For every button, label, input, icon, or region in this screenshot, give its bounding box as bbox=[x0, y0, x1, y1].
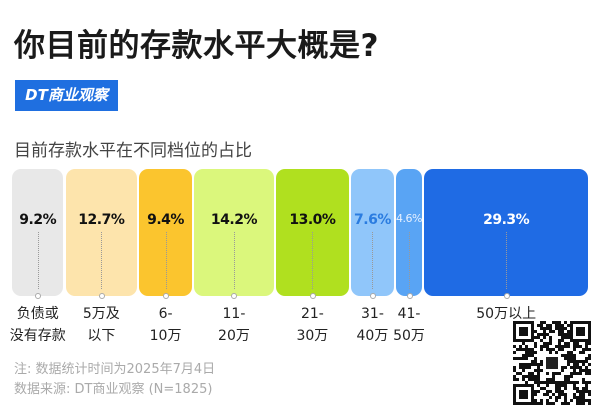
bar-segment bbox=[139, 169, 192, 296]
value-label: 14.2% bbox=[210, 212, 258, 228]
bar-segment bbox=[194, 169, 274, 296]
qr-code-icon bbox=[513, 321, 591, 405]
leader-dot bbox=[98, 293, 105, 299]
leader-dot bbox=[35, 293, 42, 299]
leader-dot bbox=[503, 293, 510, 299]
value-label: 29.3% bbox=[483, 212, 530, 228]
leader-line bbox=[165, 232, 167, 289]
value-label: 12.7% bbox=[78, 212, 125, 228]
leader-line bbox=[409, 232, 410, 289]
leader-dot bbox=[369, 293, 376, 299]
leader-dot bbox=[163, 293, 170, 299]
leader-line bbox=[101, 232, 103, 289]
value-label: 9.4% bbox=[147, 212, 184, 228]
value-label: 7.6% bbox=[354, 212, 391, 228]
value-label: 9.2% bbox=[19, 212, 57, 228]
leader-line bbox=[233, 232, 235, 289]
bar-segment bbox=[65, 169, 137, 296]
leader-line bbox=[506, 232, 508, 289]
leader-line bbox=[37, 232, 39, 289]
page-title: 你目前的存款水平大概是? bbox=[14, 28, 379, 64]
category-label: 5万及 以下 bbox=[82, 306, 120, 344]
category-label: 31- 40万 bbox=[356, 306, 389, 344]
leader-line bbox=[372, 232, 374, 289]
leader-line bbox=[312, 232, 314, 289]
brand-logo: DT商业观察 bbox=[15, 80, 118, 111]
category-label: 50万以上 bbox=[476, 306, 537, 322]
category-label: 41- 50万 bbox=[393, 306, 425, 344]
leader-dot bbox=[406, 293, 413, 299]
category-label: 21- 30万 bbox=[296, 306, 329, 344]
leader-dot bbox=[309, 293, 316, 299]
category-label: 负债或 没有存款 bbox=[9, 306, 66, 344]
data-source: 数据来源: DT商业观察 (N=1825) bbox=[14, 382, 213, 397]
footnote: 注: 数据统计时间为2025年7月4日 bbox=[14, 362, 216, 377]
chart-title: 目前存款水平在不同档位的占比 bbox=[14, 141, 252, 161]
category-label: 11- 20万 bbox=[218, 306, 250, 344]
value-label: 4.6% bbox=[396, 212, 422, 225]
category-label: 6- 10万 bbox=[149, 306, 182, 344]
leader-dot bbox=[231, 293, 238, 299]
value-label: 13.0% bbox=[289, 212, 336, 228]
